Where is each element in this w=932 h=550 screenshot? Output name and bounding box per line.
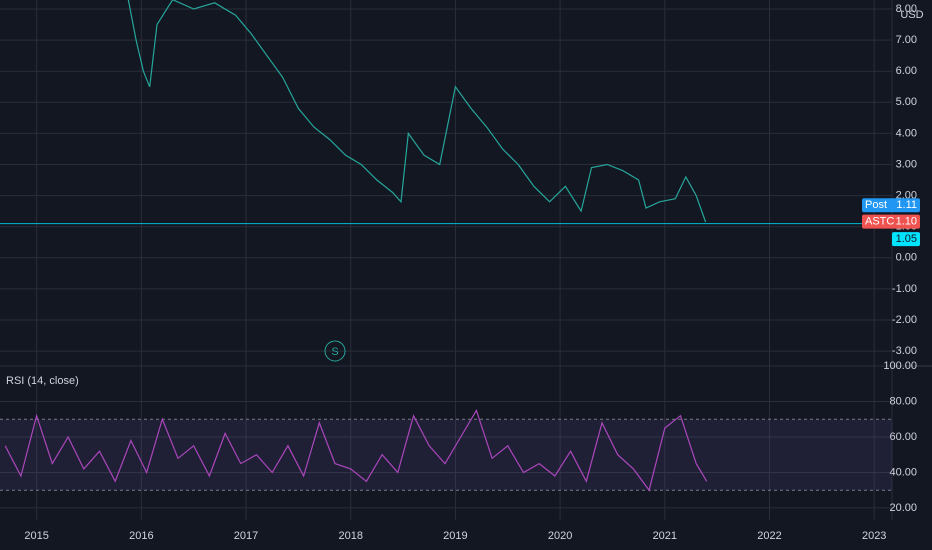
price-label-name: ASTC xyxy=(865,215,894,227)
event-marker xyxy=(324,340,346,362)
y-tick-label: -2.00 xyxy=(892,314,917,326)
price-label-value: 1.11 xyxy=(896,199,917,211)
y-tick-label: 7.00 xyxy=(896,34,917,46)
y-tick-label: -1.00 xyxy=(892,283,917,295)
y-tick-label: 100.00 xyxy=(883,360,917,372)
y-tick-label: -3.00 xyxy=(892,345,917,357)
x-tick-label: 2015 xyxy=(24,530,48,542)
y-tick-label: 5.00 xyxy=(896,96,917,108)
y-tick-label: 20.00 xyxy=(889,502,917,514)
y-tick-label: 6.00 xyxy=(896,65,917,77)
y-tick-label: 0.00 xyxy=(896,252,917,264)
currency: USD xyxy=(900,9,923,21)
x-tick-label: 2022 xyxy=(757,530,781,542)
price-label-name: Post xyxy=(865,199,887,211)
x-tick-label: 2017 xyxy=(234,530,258,542)
x-tick-label: 2019 xyxy=(443,530,467,542)
rsi-title: RSI (14, close) xyxy=(6,375,79,387)
y-tick-label: 40.00 xyxy=(889,466,917,478)
price-label-value: 1.10 xyxy=(896,215,917,227)
y-tick-label: 8.00 xyxy=(896,3,917,15)
x-tick-label: 2016 xyxy=(129,530,153,542)
price-label-box xyxy=(892,232,920,247)
x-tick-label: 2021 xyxy=(653,530,677,542)
y-tick-label: 3.00 xyxy=(896,158,917,170)
series-line xyxy=(4,408,708,492)
series-line xyxy=(127,0,707,223)
price-label-box xyxy=(862,198,920,213)
x-tick-label: 2018 xyxy=(338,530,362,542)
y-tick-label: 4.00 xyxy=(896,127,917,139)
price-label-box xyxy=(862,214,920,229)
event-label: S xyxy=(331,346,338,358)
x-tick-label: 2023 xyxy=(862,530,886,542)
x-tick-label: 2020 xyxy=(548,530,572,542)
rsi-band xyxy=(0,419,892,491)
price-label-value: 1.05 xyxy=(896,233,917,245)
y-tick-label: 60.00 xyxy=(889,431,917,443)
y-tick-label: 80.00 xyxy=(889,395,917,407)
